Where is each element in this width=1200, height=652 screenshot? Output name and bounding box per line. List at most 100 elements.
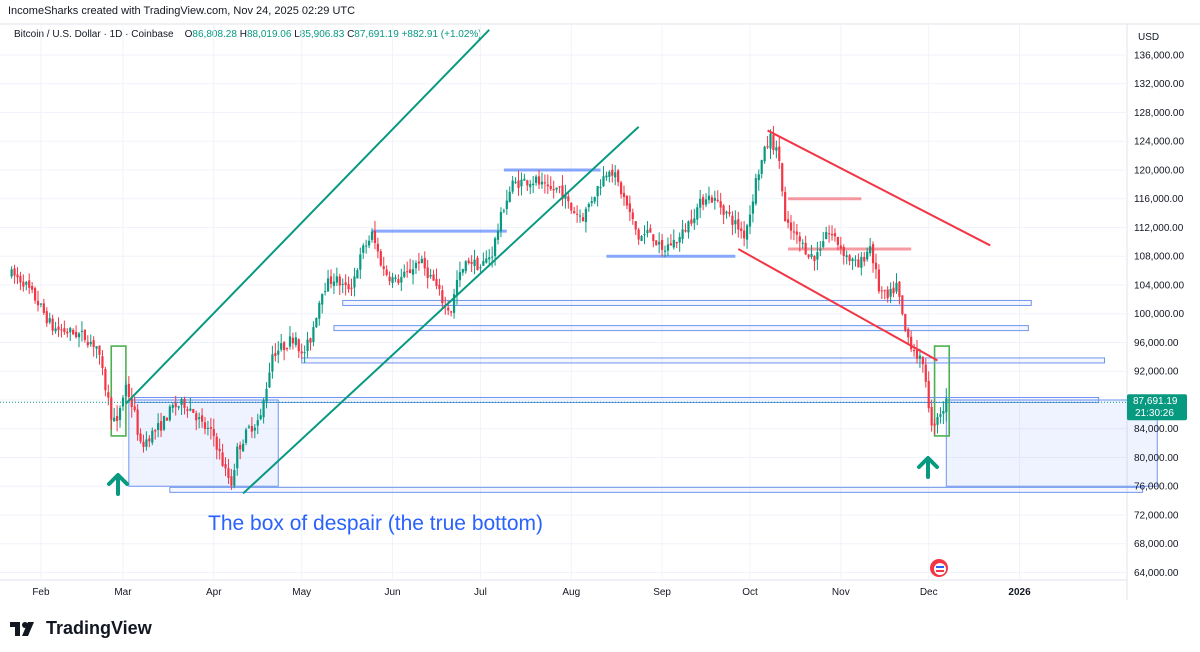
candle-body: [315, 318, 318, 328]
candle-body: [737, 219, 740, 230]
candle-body: [622, 192, 626, 198]
candle-body: [48, 318, 51, 323]
candle: [63, 320, 66, 335]
candle-body: [458, 272, 462, 281]
candle-body: [324, 291, 327, 293]
candle-body: [285, 348, 289, 350]
time-tick-label: Jul: [474, 587, 487, 598]
candle: [353, 267, 356, 297]
candle-body: [203, 422, 207, 429]
despair-box: [128, 399, 279, 487]
candle-body: [658, 241, 661, 245]
candle-body: [939, 414, 942, 417]
time-tick-label: Mar: [114, 587, 132, 598]
candle: [203, 416, 207, 435]
candle-body: [863, 256, 866, 262]
candle: [593, 196, 596, 205]
candle: [186, 406, 189, 418]
candle-body: [874, 262, 878, 270]
candle-body: [640, 236, 643, 241]
candle-body: [942, 410, 945, 414]
candle: [529, 180, 532, 195]
candle: [587, 202, 590, 212]
price-axis[interactable]: 64,000.00 68,000.00 72,000.00 76,000.00 80,0…: [1134, 50, 1184, 579]
candle-body: [614, 172, 617, 178]
candle-body: [543, 182, 546, 184]
candle-body: [810, 253, 813, 257]
candle-body: [927, 380, 930, 409]
candle-body: [244, 429, 248, 443]
candle-body: [540, 181, 544, 185]
candle-body: [493, 238, 497, 257]
candle-body: [192, 408, 195, 413]
candle: [441, 285, 444, 308]
candle: [159, 412, 163, 438]
candle: [151, 427, 154, 446]
candle-body: [576, 213, 579, 215]
candle-body: [356, 270, 359, 279]
candle: [848, 253, 851, 266]
candle: [930, 399, 933, 432]
candle: [409, 258, 412, 274]
time-axis[interactable]: Feb Mar Apr May Jun Jul Aug Sep Oct Nov Dec 2026: [32, 587, 1031, 598]
candle: [31, 282, 34, 294]
candle: [89, 334, 92, 347]
candle-body: [470, 261, 473, 264]
candle: [526, 179, 529, 192]
candle: [80, 321, 84, 342]
candle: [265, 382, 268, 409]
candle: [798, 231, 801, 252]
candle-body: [429, 275, 432, 277]
candle: [171, 402, 174, 413]
time-tick-label: Sep: [653, 587, 671, 598]
candle-body: [406, 271, 409, 273]
candle-body: [376, 243, 379, 252]
candle-body: [242, 443, 245, 452]
candle: [212, 418, 215, 447]
candle: [502, 208, 505, 214]
time-tick-label: Nov: [832, 587, 850, 598]
symbol-legend[interactable]: Bitcoin / U.S. Dollar · 1D · Coinbase O8…: [14, 29, 482, 40]
candle: [663, 245, 667, 258]
up-arrow-icon: [107, 473, 129, 496]
currency-label: USD: [1138, 32, 1159, 43]
candle-body: [675, 242, 678, 244]
candle: [693, 208, 696, 230]
candle: [505, 189, 508, 215]
candle-body: [154, 429, 157, 432]
candle-body: [915, 349, 919, 359]
candle-body: [924, 364, 927, 382]
candle-body: [892, 287, 895, 294]
candle: [145, 431, 148, 451]
tradingview-logo[interactable]: TradingView: [10, 618, 152, 639]
candle: [637, 227, 640, 245]
candle: [552, 180, 555, 199]
candle-body: [411, 269, 415, 275]
price-tick-label: 124,000.00: [1134, 137, 1184, 148]
price-tick-label: 68,000.00: [1134, 539, 1179, 550]
candle-body: [523, 178, 526, 181]
candle: [617, 168, 620, 187]
candle: [274, 343, 277, 362]
candle-body: [754, 178, 757, 204]
candle-body: [224, 464, 227, 469]
candle: [543, 174, 546, 194]
candle: [218, 438, 221, 460]
candle: [508, 186, 511, 203]
candle-body: [728, 211, 731, 214]
support-band: [342, 299, 1032, 306]
candle-body: [332, 281, 336, 286]
candle: [464, 260, 467, 274]
candle: [113, 407, 116, 422]
candle-body: [907, 329, 910, 338]
candle: [596, 185, 599, 207]
candle-body: [587, 204, 590, 208]
candle: [628, 195, 631, 222]
close-label: C: [347, 29, 355, 40]
candle: [242, 439, 245, 452]
news-flag-icon[interactable]: [930, 559, 948, 577]
candle-body: [745, 225, 749, 240]
candle: [737, 211, 740, 238]
candle-body: [171, 405, 174, 408]
